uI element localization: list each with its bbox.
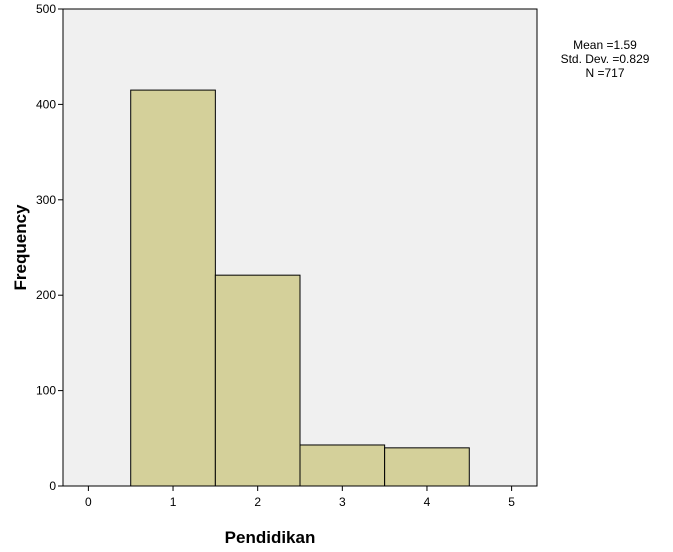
histogram-bar-2 (214, 274, 301, 487)
histogram-bar-3 (299, 444, 386, 487)
x-tick-label: 2 (254, 495, 261, 509)
stat-n: N =717 (585, 66, 624, 80)
bar-group (130, 89, 470, 487)
x-tick-label: 5 (508, 495, 515, 509)
y-tick-label: 300 (36, 193, 56, 207)
x-tick-label: 4 (424, 495, 431, 509)
histogram-bar-4 (384, 447, 470, 487)
y-tick-label: 0 (49, 479, 56, 493)
y-tick-label: 100 (36, 384, 56, 398)
y-tick-label: 500 (36, 2, 56, 16)
y-axis: 0 100 200 300 400 500 (36, 2, 63, 493)
x-tick-label: 3 (339, 495, 346, 509)
x-axis: 0 1 2 3 4 5 (85, 486, 515, 509)
x-tick-label: 0 (85, 495, 92, 509)
y-tick-label: 400 (36, 97, 56, 111)
stat-mean: Mean =1.59 (573, 38, 637, 52)
x-tick-label: 1 (170, 495, 177, 509)
statistics-box: Mean =1.59 Std. Dev. =0.829 N =717 (561, 38, 650, 80)
y-tick-label: 200 (36, 288, 56, 302)
x-axis-title: Pendidikan (225, 528, 316, 547)
histogram-bar-1 (130, 89, 216, 487)
stat-std-dev: Std. Dev. =0.829 (561, 52, 650, 66)
y-axis-title: Frequency (11, 204, 30, 291)
